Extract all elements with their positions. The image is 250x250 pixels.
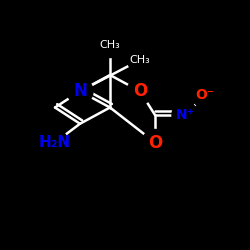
Text: CH₃: CH₃ — [100, 40, 120, 50]
Circle shape — [128, 48, 152, 72]
Circle shape — [42, 130, 68, 156]
Text: N: N — [73, 82, 87, 100]
Circle shape — [98, 32, 122, 58]
Circle shape — [67, 78, 93, 104]
Circle shape — [127, 78, 153, 104]
Text: O: O — [133, 82, 147, 100]
Text: O: O — [148, 134, 162, 152]
Text: H₂N: H₂N — [39, 135, 71, 150]
Text: O⁻: O⁻ — [196, 88, 214, 102]
Text: CH₃: CH₃ — [130, 55, 150, 65]
Circle shape — [192, 82, 218, 108]
Text: N⁺: N⁺ — [176, 108, 195, 122]
Circle shape — [142, 130, 168, 156]
Circle shape — [172, 102, 198, 128]
